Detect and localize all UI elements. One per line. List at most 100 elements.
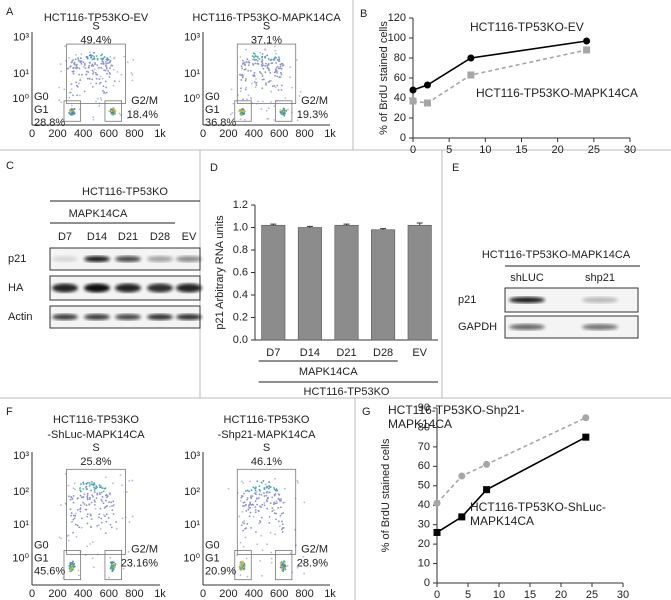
event-dot (274, 477, 276, 480)
event-dot (274, 533, 277, 536)
event-dot (270, 551, 273, 554)
event-dot (254, 492, 256, 495)
x-tick-label: 5 (446, 144, 452, 156)
event-dot (75, 535, 78, 538)
event-dot (276, 70, 279, 73)
event-dot (282, 561, 285, 564)
event-dot (299, 90, 302, 93)
x-tick-label: 25 (588, 144, 600, 156)
event-dot (243, 492, 245, 495)
event-dot (80, 496, 83, 499)
gate-pct: 36.8% (205, 117, 236, 129)
event-dot (254, 86, 257, 89)
event-dot (85, 486, 88, 489)
event-dot (282, 512, 285, 514)
event-dot (277, 520, 280, 523)
x-tick-label: 10 (479, 144, 491, 156)
event-dot (76, 63, 78, 66)
event-dot (257, 509, 260, 512)
error-bar (380, 228, 387, 230)
event-dot (58, 536, 61, 539)
event-dot (242, 98, 244, 101)
x-tick-label: 0 (29, 588, 35, 600)
y-tick-label: 0.0 (233, 334, 248, 346)
event-dot (273, 105, 276, 108)
blot-header: MAPK14CA (69, 208, 128, 220)
blot-band (147, 256, 173, 262)
series-line (436, 416, 587, 504)
event-dot (268, 491, 271, 494)
event-dot (252, 486, 255, 489)
gate-label: S (263, 21, 270, 33)
event-dot (278, 525, 281, 528)
event-dot (85, 488, 88, 490)
y-tick-label: 10⁰ (183, 93, 200, 105)
event-dot (86, 77, 89, 80)
point (583, 37, 591, 45)
event-dot (243, 520, 246, 522)
event-dot (249, 506, 251, 509)
event-dot (60, 537, 63, 540)
event-dot (275, 66, 278, 69)
event-dot (282, 570, 284, 573)
event-dot (280, 88, 283, 91)
event-dot (69, 65, 72, 68)
event-dot (273, 512, 276, 515)
event-dot (102, 89, 104, 92)
event-dot (260, 516, 263, 519)
event-dot (100, 491, 103, 494)
event-dot (256, 543, 259, 546)
event-dot (244, 63, 246, 66)
blot-band (509, 324, 545, 330)
y-tick-label: 10 (418, 557, 430, 569)
event-dot (277, 56, 280, 59)
event-dot (281, 523, 284, 526)
event-dot (85, 504, 88, 507)
event-dot (279, 514, 282, 517)
event-dot (240, 562, 242, 565)
x-tick-label: 200 (48, 128, 66, 140)
event-dot (250, 489, 253, 492)
event-dot (255, 497, 258, 500)
event-dot (255, 77, 257, 80)
event-dot (243, 110, 245, 113)
event-dot (265, 83, 267, 86)
event-dot (263, 488, 266, 491)
event-dot (105, 58, 108, 61)
event-dot (96, 64, 98, 66)
lane-label: D7 (58, 231, 72, 243)
event-dot (131, 479, 134, 482)
event-dot (83, 503, 86, 506)
event-dot (68, 96, 71, 99)
event-dot (253, 52, 256, 55)
event-dot (241, 110, 244, 113)
event-dot (278, 58, 281, 61)
blot-band (582, 324, 618, 330)
x-tick-label: 800 (295, 588, 313, 600)
flow-title: HCT116-TP53KO-EV (44, 12, 149, 24)
event-dot (89, 543, 92, 545)
event-dot (93, 489, 96, 491)
event-dot (98, 105, 101, 107)
event-dot (247, 508, 250, 511)
event-dot (76, 94, 79, 97)
gate-g1 (63, 100, 82, 122)
event-dot (108, 110, 111, 112)
event-dot (238, 515, 241, 518)
event-dot (100, 517, 103, 520)
event-dot (77, 59, 80, 61)
y-tick-label: 100 (388, 32, 406, 44)
event-dot (96, 524, 99, 527)
event-dot (101, 77, 104, 80)
event-dot (270, 561, 273, 564)
y-tick-label: 20 (418, 538, 430, 550)
event-dot (107, 517, 110, 519)
event-dot (88, 503, 91, 506)
event-dot (98, 484, 101, 486)
event-dot (96, 73, 99, 76)
event-dot (85, 482, 88, 485)
gate-s (66, 43, 126, 105)
event-dot (111, 112, 113, 115)
event-dot (105, 66, 108, 68)
event-dot (114, 112, 117, 114)
